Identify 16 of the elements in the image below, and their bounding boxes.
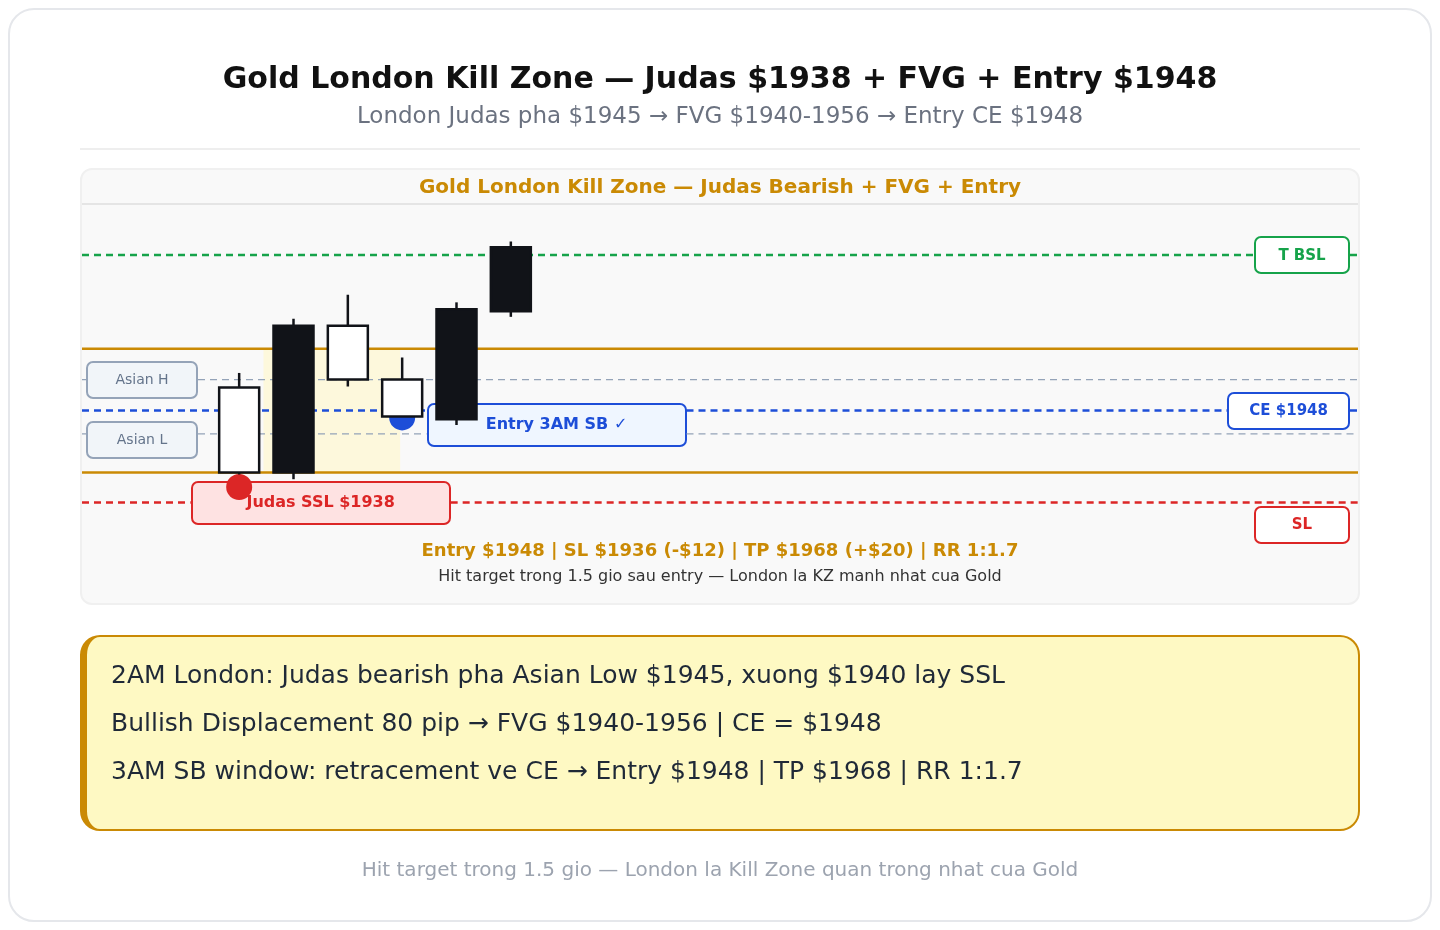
ref-line-label: SL: [1290, 514, 1314, 535]
text: London Judas pha $1945 → FVG $1940-1956 → Entry CE $1948: [355, 102, 1085, 128]
text: Gold London Kill Zone — Judas Bearish + FVG + Entry: [82, 170, 1358, 205]
text: Bullish Displacement 80 pip → FVG $1940-1956 | CE = $1948: [111, 707, 883, 739]
text: Entry $1948 | SL $1936 (-$12) | TP $1968 (+$20) | RR 1:1.7: [420, 539, 1020, 560]
annotation: Entry 3AM SB ✓: [484, 413, 629, 436]
text: Gold London Kill Zone — Judas $1938 + FVG + Entry $1948: [221, 59, 1219, 97]
text: Judas SSL $1938: [244, 491, 396, 514]
text: 3AM SB window: retracement ve CE → Entry $1948 | TP $1968 | RR 1:1.7: [111, 755, 1024, 787]
ref-line-label: Asian L: [115, 430, 169, 449]
text: 2AM London: Judas bearish pha Asian Low $1945, xuong $1940 lay SSL: [111, 659, 1007, 691]
text: Hit target trong 1.5 gio sau entry — London la KZ manh nhat cua Gold: [437, 566, 1003, 585]
text: Hit target trong 1.5 gio — London la Kill Zone quan trong nhat cua Gold: [360, 857, 1080, 881]
ref-line-label: Asian H: [114, 369, 170, 389]
ref-line-label: CE $1948: [1248, 400, 1329, 421]
ref-line-label: T BSL: [1277, 244, 1327, 266]
